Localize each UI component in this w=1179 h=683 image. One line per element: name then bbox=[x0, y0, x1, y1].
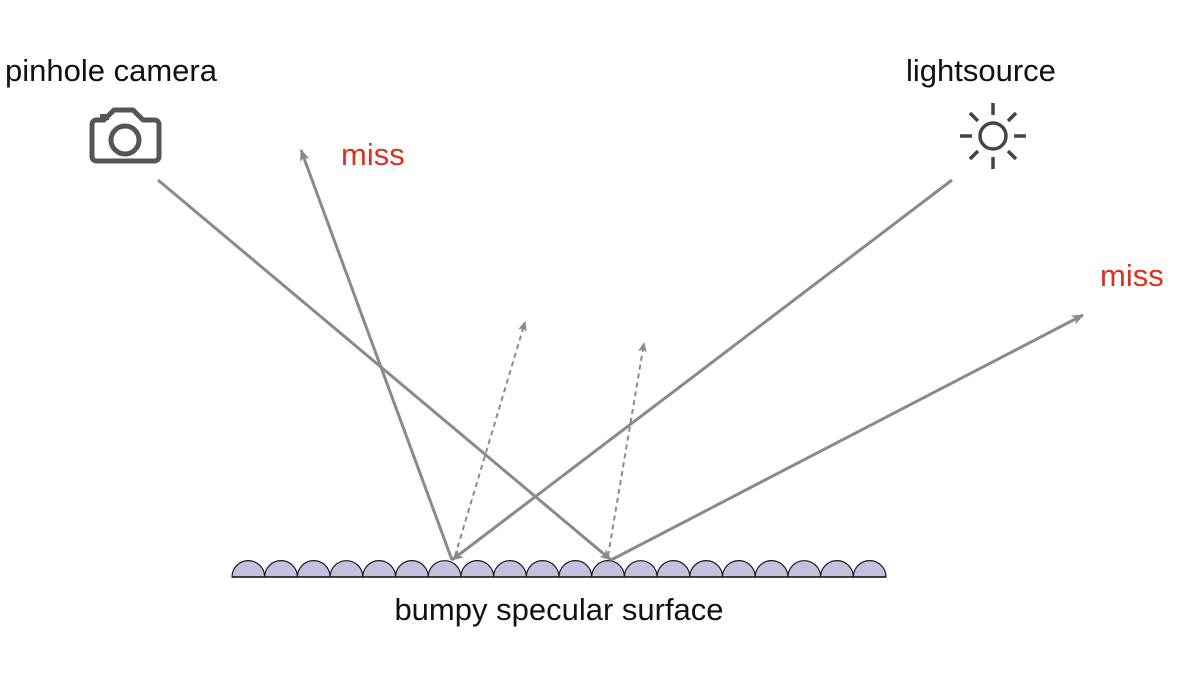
surface-bump bbox=[623, 560, 658, 578]
camera-label: pinhole camera bbox=[5, 53, 218, 88]
surface-bump bbox=[689, 560, 724, 578]
surface-bump bbox=[819, 560, 854, 578]
light-label: lightsource bbox=[906, 53, 1056, 88]
surface-bump bbox=[525, 560, 560, 578]
miss-label-left: miss bbox=[341, 137, 405, 172]
surface-bump bbox=[427, 560, 462, 578]
surface-bump bbox=[852, 560, 887, 578]
surface-bump bbox=[656, 560, 691, 578]
dashed-normal-right bbox=[607, 342, 647, 557]
surface-bump bbox=[754, 560, 789, 578]
surface-bump bbox=[329, 560, 364, 578]
surface-bump bbox=[787, 560, 822, 578]
surface-bump bbox=[296, 560, 331, 578]
camera-icon bbox=[89, 107, 162, 164]
sun-icon bbox=[960, 103, 1026, 169]
surface-bump bbox=[362, 560, 397, 578]
surface-bump bbox=[460, 560, 495, 578]
ray-light-to-surface bbox=[451, 178, 953, 562]
surface-bump bbox=[231, 560, 266, 578]
surface-label: bumpy specular surface bbox=[394, 592, 723, 627]
ray-camera-to-surface bbox=[157, 178, 612, 562]
surface-bump bbox=[492, 560, 527, 578]
surface-bump bbox=[558, 560, 593, 578]
surface-bump bbox=[721, 560, 756, 578]
surface-bump bbox=[264, 560, 299, 578]
miss-label-right: miss bbox=[1100, 258, 1164, 293]
dashed-normal-left bbox=[454, 321, 527, 557]
surface-bump bbox=[394, 560, 429, 578]
ray-reflection-miss-right bbox=[610, 313, 1084, 562]
surface-bump bbox=[591, 560, 626, 578]
ray-reflection-miss-left bbox=[299, 149, 454, 561]
bumpy-surface bbox=[231, 560, 887, 578]
